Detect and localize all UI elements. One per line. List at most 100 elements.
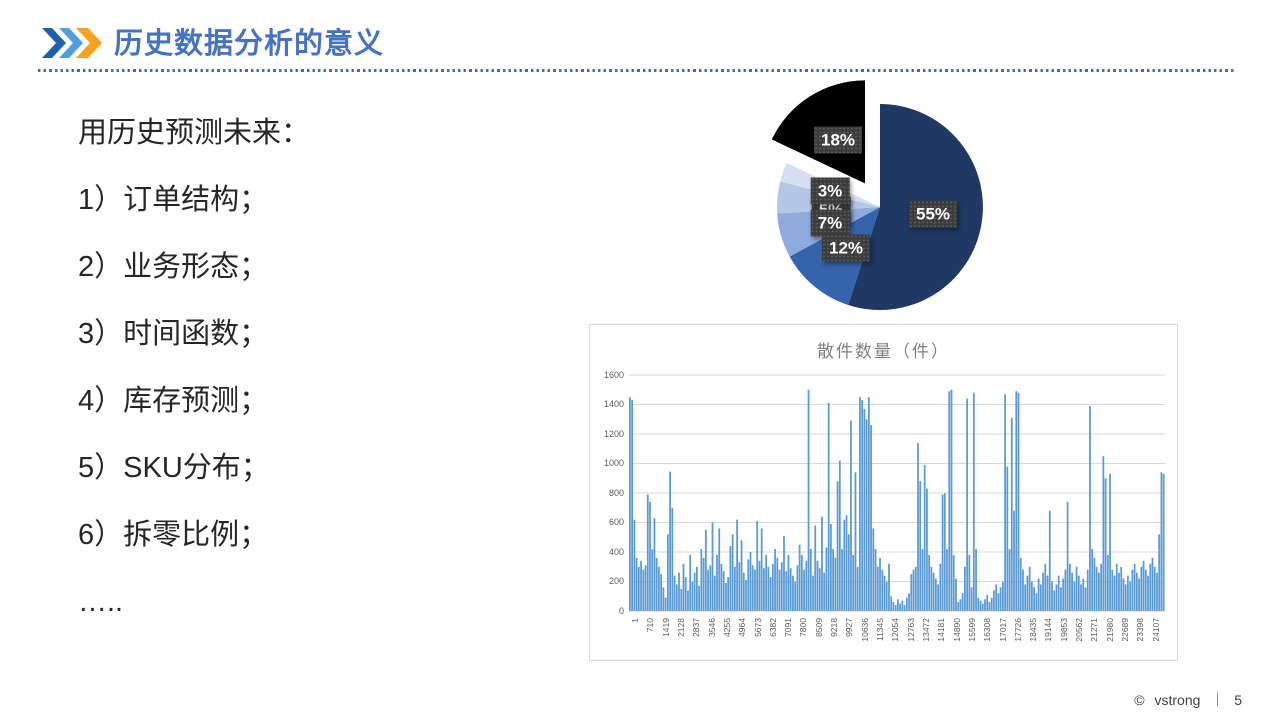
bar [946,549,948,611]
bar [704,529,707,611]
bar [662,587,665,611]
x-axis-tick-label: 3546 [706,618,717,637]
bar [903,605,906,611]
pie-label-3pct: 3% [810,177,850,205]
bar [767,566,770,612]
bar [1160,472,1163,611]
bar [923,465,926,611]
x-axis-tick-label: 12763 [905,618,916,642]
bar [783,535,785,611]
bar [805,560,808,611]
bar [807,389,810,612]
bar [852,554,855,611]
bar [780,562,783,611]
footer-separator: ｜ [1210,692,1225,708]
bar [899,603,902,611]
bar [1053,590,1056,611]
bar [640,560,642,611]
bar [841,549,843,611]
x-axis-tick-label: 8509 [813,618,824,637]
bullet-list: 用历史预测未来： 1）订单结构； 2）业务形态； 3）时间函数； 4）库存预测； 5）S… [78,100,548,636]
bar [664,597,667,611]
bar [937,584,939,611]
bar [700,549,703,611]
bar [658,566,660,612]
bar [785,571,788,611]
bar [961,593,964,611]
x-axis-tick-label: 22689 [1120,618,1131,642]
bar [814,525,817,611]
bar [825,547,828,611]
bar [948,391,951,611]
bar [986,594,989,611]
bar [800,554,803,611]
bar [993,590,995,611]
bar [727,577,730,611]
bar [1044,563,1047,611]
bar [832,549,835,611]
bar [745,580,747,611]
bar [901,600,904,611]
y-axis-tick-label: 1000 [603,458,624,468]
bar [912,569,915,611]
x-axis-tick-label: 20562 [1074,618,1085,642]
page-number: 5 [1234,692,1242,708]
bar [702,557,705,611]
x-axis-tick-label: 6382 [767,618,778,637]
bar [680,588,683,611]
bar [1122,578,1125,611]
bar [1037,578,1040,611]
bar [1057,575,1060,611]
bar [1091,549,1094,611]
bar [1075,566,1078,612]
title-divider [38,69,1236,72]
bar [1133,563,1136,611]
bar [642,569,645,611]
bar [1071,572,1073,612]
bar [1055,584,1058,611]
bar [879,557,881,611]
x-axis-tick-label: 21980 [1104,618,1115,642]
bar [1102,456,1105,611]
list-item: 6）拆零比例； [78,519,269,551]
y-axis-tick-label: 400 [608,546,624,557]
triple-chevron-icon [42,28,102,58]
bar [809,549,812,611]
x-axis-tick-label: 14890 [951,618,962,642]
bar [1082,578,1085,611]
bar [1131,569,1134,611]
bar [908,593,910,611]
x-axis-tick-label: 24107 [1150,618,1161,642]
bar [673,575,676,611]
bar [1064,569,1067,611]
bar [696,566,698,612]
bar [1113,575,1116,611]
bar [1147,575,1149,611]
bar [988,602,991,611]
bar [975,549,977,611]
x-axis-tick-label: 11345 [875,618,886,642]
bar [1046,575,1049,611]
bar [865,419,868,612]
bar [756,521,759,611]
bar [711,522,714,611]
bar [905,597,908,611]
x-axis-tick-label: 4255 [721,618,732,637]
bar [854,472,857,611]
bar [870,425,872,611]
bar [966,398,969,611]
bar [984,599,986,611]
bar [1013,510,1015,611]
bar [742,572,745,612]
bar [859,397,861,611]
bar [812,575,814,611]
bar [1104,478,1107,612]
bar [736,519,738,611]
page-title: 历史数据分析的意义 [114,28,385,60]
bar [1019,557,1022,611]
bar [1060,587,1062,611]
bar [1142,560,1145,611]
copyright-symbol: © [1134,692,1145,708]
bar [910,574,913,611]
bar [1156,572,1158,612]
